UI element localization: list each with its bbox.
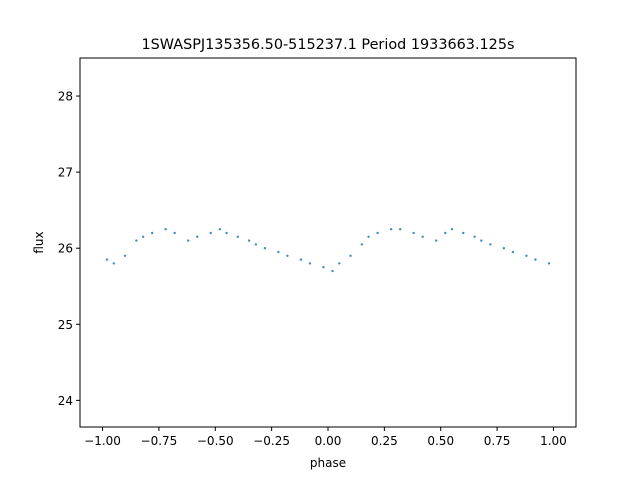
data-points	[105, 227, 551, 273]
data-point	[308, 262, 312, 265]
x-tick-label: −0.50	[197, 434, 234, 448]
x-tick-label: 1.00	[540, 434, 567, 448]
data-point	[534, 258, 537, 261]
data-point	[502, 247, 506, 250]
x-tick-label: 0.25	[371, 434, 398, 448]
data-point	[421, 235, 424, 238]
data-point	[376, 231, 379, 235]
data-point	[150, 231, 154, 235]
x-tick-label: 0.75	[484, 434, 511, 448]
data-point	[187, 239, 190, 242]
data-point	[398, 227, 402, 231]
x-axis-label: phase	[310, 456, 346, 470]
y-tick-label: 26	[58, 242, 73, 256]
data-point	[135, 239, 138, 242]
data-point	[444, 231, 447, 235]
data-point	[338, 262, 341, 265]
data-point	[412, 231, 415, 235]
data-point	[141, 235, 145, 238]
data-point	[349, 254, 352, 258]
data-point	[263, 247, 267, 250]
data-point	[105, 258, 109, 261]
data-point	[173, 231, 176, 235]
data-point	[511, 250, 515, 254]
y-tick-label: 25	[58, 318, 73, 332]
data-point	[164, 227, 167, 231]
data-point	[473, 235, 476, 238]
y-tick-label: 24	[58, 394, 73, 408]
x-tick-label: 0.00	[315, 434, 342, 448]
data-point	[236, 235, 240, 238]
data-point	[450, 227, 454, 231]
x-tick-label: 0.50	[427, 434, 454, 448]
y-tick-label: 27	[58, 166, 73, 180]
data-point	[112, 262, 116, 265]
chart-title: 1SWASPJ135356.50-515237.1 Period 1933663…	[142, 37, 515, 53]
data-point	[286, 254, 289, 258]
data-point	[196, 235, 199, 238]
data-point	[277, 250, 280, 254]
data-point	[209, 231, 212, 235]
data-point	[525, 254, 528, 258]
data-point	[462, 231, 465, 235]
data-point	[247, 239, 251, 242]
y-tick-label: 28	[58, 90, 73, 104]
data-point	[360, 243, 364, 246]
y-axis-label: flux	[32, 231, 46, 253]
data-point	[435, 239, 438, 242]
data-point	[123, 254, 127, 258]
data-point	[254, 243, 258, 246]
data-point	[299, 258, 303, 261]
x-tick-label: −0.75	[141, 434, 178, 448]
x-tick-label: −0.25	[253, 434, 290, 448]
data-point	[367, 235, 370, 238]
y-axis-ticks: 24 25 26 27 28	[58, 90, 80, 408]
data-point	[322, 266, 325, 269]
data-point	[218, 227, 221, 231]
data-point	[547, 262, 551, 265]
data-point	[389, 227, 393, 231]
x-tick-label: −1.00	[84, 434, 121, 448]
data-point	[480, 239, 483, 242]
data-point	[331, 269, 334, 273]
data-point	[225, 231, 228, 235]
x-axis-ticks: −1.00 −0.75 −0.50 −0.25 0.00 0.25 0.50 0.75 1.00	[84, 427, 567, 448]
data-point	[489, 243, 492, 246]
